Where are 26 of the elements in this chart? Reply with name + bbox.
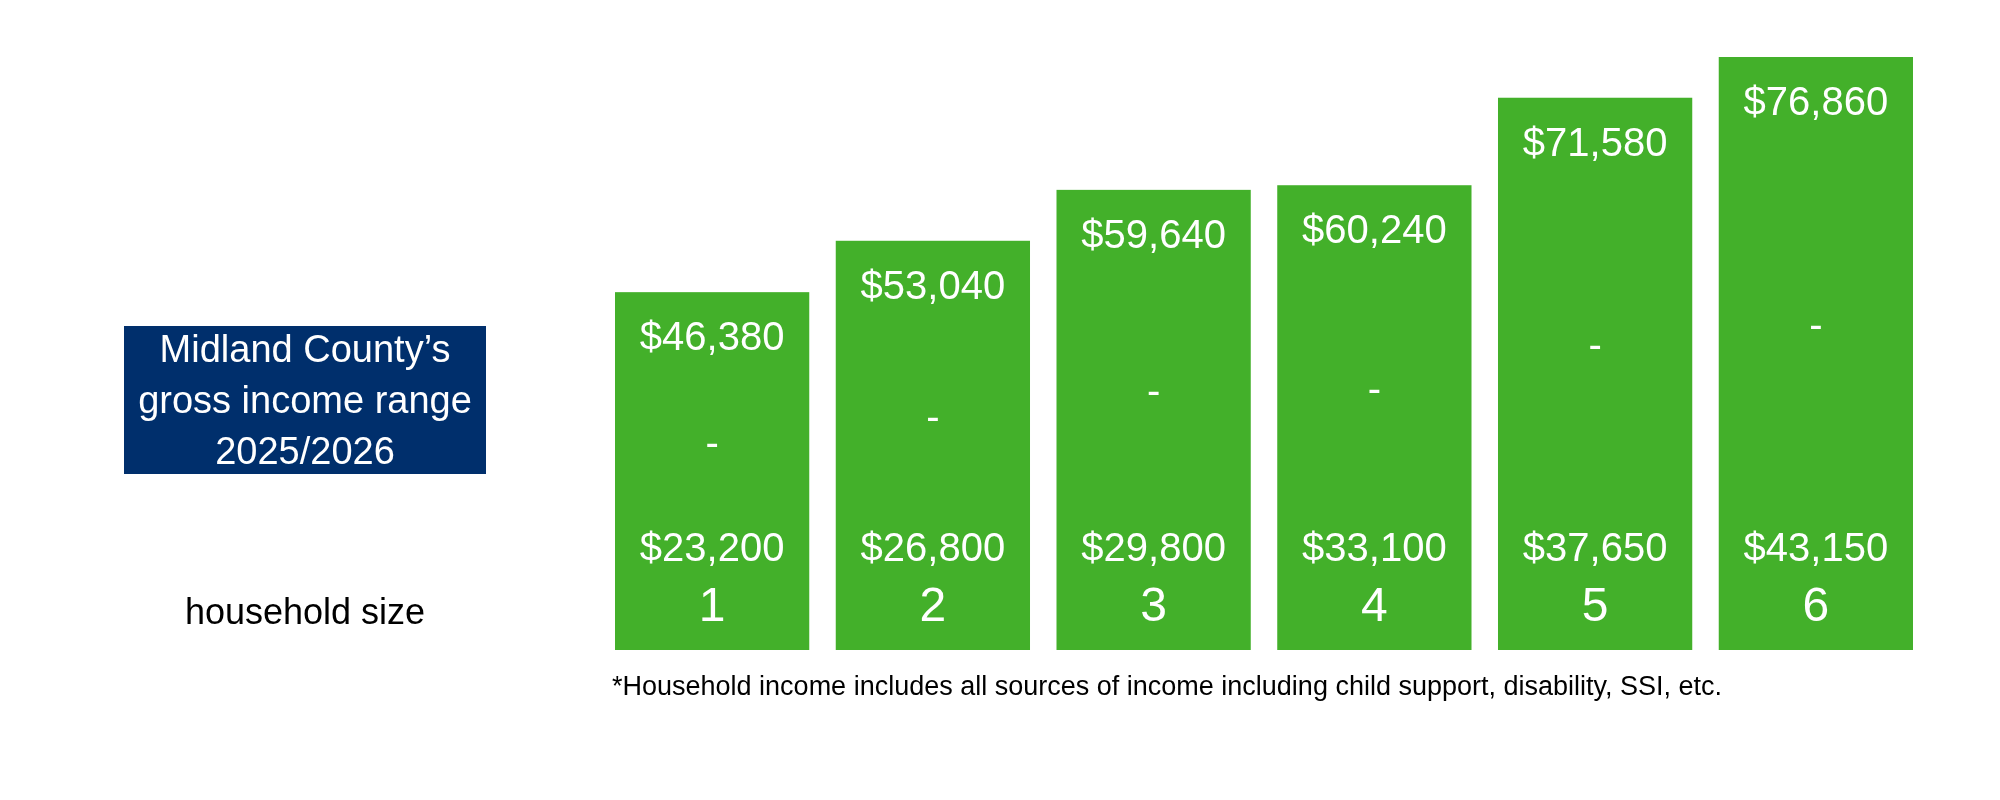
x-tick-label: 3 <box>1140 577 1167 631</box>
text: *Household income includes all sources of income including child support, disability, SSI, etc. <box>612 671 1723 701</box>
data-label: $46,380 <box>639 314 785 359</box>
bar <box>1277 185 1472 650</box>
data-label: $76,860 <box>1743 79 1889 123</box>
text: - $26,800 <box>860 393 1006 569</box>
data-label: $59,640 <box>1081 211 1226 256</box>
text: - $23,200 <box>639 419 785 569</box>
x-tick-label: 1 <box>698 577 726 631</box>
text: - $37,650 <box>1522 322 1668 569</box>
text: - $33,100 <box>1302 366 1447 569</box>
x-tick-label: 5 <box>1581 577 1609 631</box>
x-tick-label: 6 <box>1802 577 1830 631</box>
bar <box>1497 97 1693 650</box>
text: - $43,150 <box>1743 302 1889 569</box>
data-label: $60,240 <box>1302 207 1447 252</box>
bar <box>615 292 810 650</box>
bar <box>1718 57 1913 650</box>
data-label: $71,580 <box>1522 119 1668 164</box>
x-tick-label: 2 <box>919 577 947 631</box>
bar <box>1056 189 1251 650</box>
text: - $29,800 <box>1081 368 1226 569</box>
x-tick-label: 4 <box>1361 577 1388 631</box>
x-axis-title: household size <box>184 590 426 632</box>
bar <box>835 240 1031 650</box>
data-label: $53,040 <box>860 262 1006 307</box>
